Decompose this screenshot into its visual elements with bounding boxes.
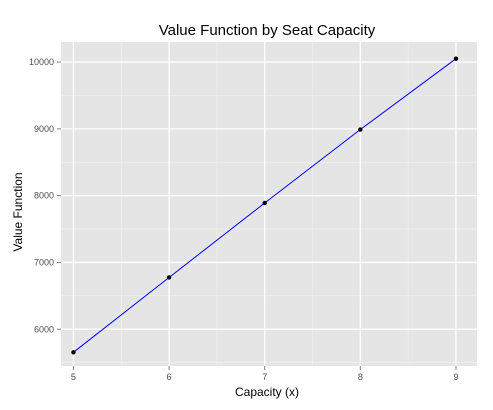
y-axis: 6000 7000 8000 9000 10000 xyxy=(29,57,61,334)
x-tick-label: 8 xyxy=(358,372,363,382)
data-point xyxy=(71,350,76,355)
x-axis: 5 6 7 8 9 xyxy=(71,366,458,382)
minor-gridlines xyxy=(61,42,477,366)
x-tick-label: 9 xyxy=(453,372,458,382)
y-tick-label: 7000 xyxy=(34,257,54,267)
data-point xyxy=(166,275,172,280)
x-tick-label: 6 xyxy=(167,372,172,382)
x-tick-label: 7 xyxy=(262,372,267,382)
data-point xyxy=(358,127,363,132)
plot-panel xyxy=(61,42,477,366)
major-gridlines xyxy=(61,42,477,366)
data-point xyxy=(262,200,267,206)
data-point xyxy=(453,56,459,61)
y-tick-label: 6000 xyxy=(34,324,54,334)
y-axis-title: Value Function xyxy=(11,172,25,251)
x-tick-label: 5 xyxy=(71,372,76,382)
y-tick-label: 9000 xyxy=(34,124,54,134)
y-tick-label: 10000 xyxy=(29,57,54,67)
chart-title: Value Function by Seat Capacity xyxy=(159,22,376,39)
y-tick-label: 8000 xyxy=(34,191,54,201)
x-axis-title: Capacity (x) xyxy=(235,385,299,399)
points-layer xyxy=(71,56,459,355)
